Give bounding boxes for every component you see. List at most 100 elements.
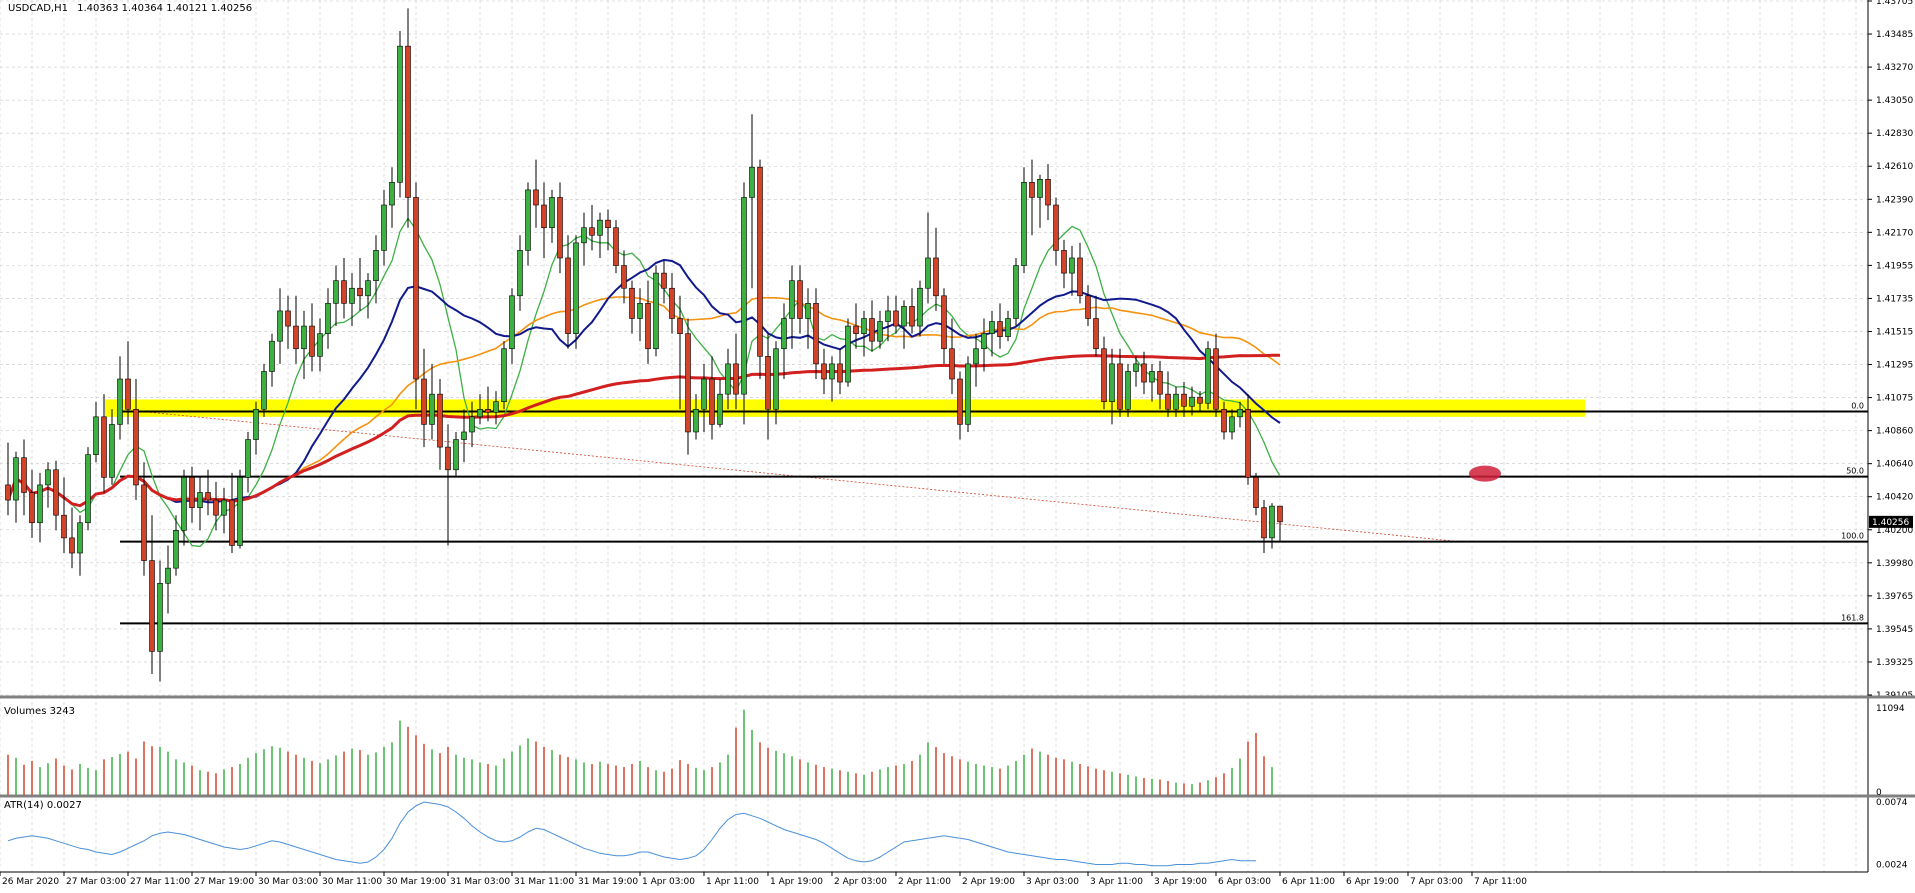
candle-body — [485, 408, 491, 413]
candle-body — [709, 378, 715, 425]
candle-body — [341, 280, 347, 304]
candle-body — [821, 363, 827, 380]
candle-body — [517, 250, 523, 297]
x-tick-label: 1 Apr 03:00 — [642, 877, 695, 887]
ma-red-line — [6, 353, 1280, 508]
candle-body — [653, 272, 659, 350]
candle-body — [61, 514, 67, 539]
candles — [5, 8, 1283, 682]
atr-line — [7, 801, 1256, 867]
fib-level-label: 100.0 — [1841, 532, 1864, 541]
x-tick-label: 27 Mar 03:00 — [66, 877, 126, 887]
candle-body — [845, 325, 851, 383]
x-tick-label: 7 Apr 03:00 — [1410, 877, 1463, 887]
candle-body — [541, 204, 547, 229]
candle-body — [469, 416, 475, 433]
candle-body — [925, 257, 931, 289]
y-tick-label: 1.41515 — [1876, 327, 1913, 337]
x-tick-label: 31 Mar 11:00 — [514, 877, 574, 887]
candle-body — [917, 287, 923, 327]
candle-body — [1053, 204, 1059, 251]
x-tick-label: 30 Mar 19:00 — [386, 877, 446, 887]
candle-body — [309, 325, 315, 357]
y-tick-label: 1.39980 — [1876, 559, 1913, 569]
candle-body — [525, 189, 531, 251]
chart-header: USDCAD,H1 1.40363 1.40364 1.40121 1.4025… — [8, 3, 252, 14]
candle-body — [685, 333, 691, 433]
candle-body — [885, 310, 891, 322]
candle-body — [1029, 182, 1035, 198]
x-tick-label: 1 Apr 11:00 — [706, 877, 759, 887]
candle-body — [77, 522, 83, 554]
candle-body — [605, 219, 611, 229]
candle-body — [557, 197, 563, 259]
candle-body — [733, 363, 739, 395]
candle-body — [413, 197, 419, 380]
volume-bars — [7, 709, 1273, 795]
candle-body — [997, 321, 1003, 337]
candle-body — [1245, 408, 1251, 478]
candle-body — [29, 492, 35, 524]
candle-body — [877, 321, 883, 342]
candle-body — [853, 325, 859, 334]
ma-green-line — [7, 217, 1281, 548]
candle-body — [613, 227, 619, 266]
candle-body — [573, 242, 579, 334]
candle-body — [533, 189, 539, 206]
candle-body — [141, 484, 147, 561]
grid-lines — [0, 0, 1868, 872]
candle-body — [1197, 396, 1203, 404]
y-tick-label: 1.43485 — [1876, 30, 1913, 40]
candle-body — [901, 306, 907, 327]
candle-body — [1093, 318, 1099, 350]
candle-body — [181, 477, 187, 531]
candle-body — [597, 219, 603, 236]
candle-body — [325, 303, 331, 334]
candle-body — [1109, 363, 1115, 403]
candle-body — [893, 310, 899, 327]
candle-body — [1237, 408, 1243, 418]
candle-body — [45, 469, 51, 486]
candle-body — [1069, 257, 1075, 274]
candle-body — [421, 378, 427, 425]
candle-body — [1085, 295, 1091, 319]
candle-body — [101, 416, 107, 478]
candle-body — [197, 492, 203, 508]
chart-symbol-title: USDCAD,H1 — [8, 3, 68, 14]
candle-body — [1165, 393, 1171, 410]
x-tick-label: 6 Apr 03:00 — [1218, 877, 1271, 887]
candle-body — [1149, 371, 1155, 383]
candle-body — [13, 457, 19, 501]
candle-body — [173, 530, 179, 569]
candle-body — [349, 287, 355, 304]
candle-body — [581, 227, 587, 244]
candle-body — [205, 492, 211, 501]
candle-body — [789, 280, 795, 319]
candle-body — [261, 371, 267, 410]
candle-body — [397, 45, 403, 183]
candle-body — [445, 446, 451, 471]
candle-body — [437, 393, 443, 448]
candle-body — [869, 318, 875, 342]
y-tick-label: 1.39545 — [1876, 625, 1913, 635]
candle-body — [117, 378, 123, 425]
support-zone — [105, 399, 1585, 417]
candle-body — [1133, 363, 1139, 372]
candle-body — [933, 257, 939, 297]
x-tick-label: 30 Mar 03:00 — [258, 877, 318, 887]
candle-body — [1269, 505, 1275, 539]
volume-tick-label: 11094 — [1876, 704, 1905, 714]
candle-body — [837, 363, 843, 383]
candle-body — [589, 227, 595, 236]
chart-ohlc-readout: 1.40363 1.40364 1.40121 1.40256 — [77, 3, 253, 14]
candle-body — [301, 325, 307, 350]
y-tick-label: 1.41295 — [1876, 361, 1913, 371]
candle-body — [813, 303, 819, 365]
y-tick-label: 1.41075 — [1876, 394, 1913, 404]
candle-body — [909, 306, 915, 327]
candle-body — [861, 318, 867, 334]
candle-body — [549, 197, 555, 229]
x-tick-label: 27 Mar 11:00 — [130, 877, 190, 887]
candle-body — [637, 303, 643, 319]
candle-body — [1173, 393, 1179, 410]
